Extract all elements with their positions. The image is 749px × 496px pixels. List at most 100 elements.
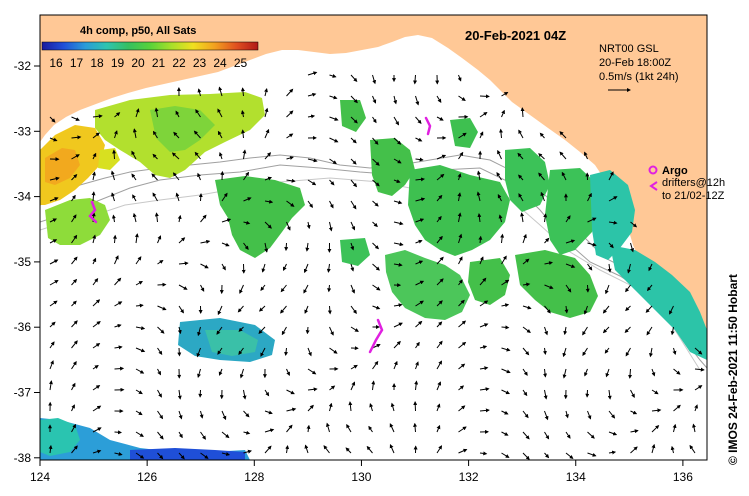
velocity-arrow xyxy=(178,237,186,244)
velocity-arrow xyxy=(350,284,355,294)
velocity-arrow xyxy=(562,368,567,379)
velocity-arrow xyxy=(135,452,145,459)
velocity-arrow xyxy=(242,389,247,400)
velocity-arrow xyxy=(587,452,597,457)
velocity-arrow xyxy=(436,116,444,121)
velocity-arrow xyxy=(651,368,656,377)
velocity-arrow xyxy=(286,88,294,97)
velocity-arrow xyxy=(112,149,117,160)
velocity-arrow xyxy=(497,194,502,202)
velocity-arrow xyxy=(457,173,462,181)
velocity-arrow xyxy=(625,347,631,357)
velocity-arrow xyxy=(218,151,223,160)
velocity-arrow xyxy=(49,300,58,307)
velocity-arrow xyxy=(135,410,143,416)
velocity-arrow xyxy=(264,107,269,118)
velocity-arrow xyxy=(587,431,595,439)
velocity-arrow xyxy=(110,170,115,181)
velocity-arrow xyxy=(415,177,425,182)
velocity-arrow xyxy=(651,425,660,433)
velocity-arrow xyxy=(49,280,59,286)
velocity-arrow xyxy=(393,137,402,145)
y-tick-label: -33 xyxy=(14,124,32,138)
velocity-arrow xyxy=(544,237,550,244)
velocity-arrow xyxy=(307,114,316,119)
velocity-arrow xyxy=(114,112,121,118)
velocity-arrow xyxy=(413,422,418,433)
velocity-arrow xyxy=(630,410,638,415)
velocity-arrow xyxy=(175,110,180,118)
colorbar-tick-label: 19 xyxy=(111,56,125,70)
velocity-arrow xyxy=(372,221,378,228)
velocity-arrow xyxy=(393,158,402,164)
velocity-arrow xyxy=(323,445,330,454)
velocity-arrow xyxy=(544,305,551,314)
velocity-arrow xyxy=(350,305,357,315)
velocity-arrow xyxy=(436,403,441,412)
velocity-arrow xyxy=(221,242,230,247)
velocity-arrow xyxy=(197,172,201,181)
velocity-arrow xyxy=(372,242,380,250)
velocity-arrow xyxy=(415,239,423,244)
velocity-arrow xyxy=(49,197,59,202)
velocity-arrow xyxy=(157,347,163,356)
velocity-arrow xyxy=(368,425,373,433)
velocity-arrow xyxy=(501,303,510,308)
velocity-arrow xyxy=(630,389,635,398)
velocity-arrow xyxy=(173,131,180,139)
argo-marker-icon xyxy=(648,165,658,175)
velocity-arrow xyxy=(518,193,524,202)
velocity-arrow xyxy=(92,299,101,307)
velocity-arrow xyxy=(135,303,144,308)
velocity-arrow xyxy=(520,212,525,223)
velocity-arrow xyxy=(71,154,80,160)
velocity-arrow xyxy=(329,95,338,100)
velocity-arrow xyxy=(197,368,201,378)
velocity-arrow xyxy=(157,452,164,460)
velocity-arrow xyxy=(436,95,442,103)
velocity-arrow xyxy=(307,71,318,76)
velocity-arrow xyxy=(670,326,675,336)
velocity-arrow xyxy=(286,110,294,118)
drifter-track-1 xyxy=(88,200,98,224)
velocity-arrow xyxy=(157,389,162,398)
x-tick-label: 126 xyxy=(137,470,157,484)
velocity-arrow xyxy=(135,281,143,286)
velocity-arrow xyxy=(565,239,576,244)
velocity-arrow xyxy=(221,263,226,271)
velocity-arrow xyxy=(239,284,244,294)
velocity-arrow xyxy=(178,305,184,314)
velocity-arrow xyxy=(286,407,297,412)
velocity-arrow xyxy=(92,114,103,119)
velocity-arrow xyxy=(415,361,419,370)
velocity-arrow xyxy=(393,322,403,328)
current-legend-time: 20-Feb 18:00Z xyxy=(599,57,671,69)
velocity-arrow xyxy=(393,179,401,183)
velocity-arrow xyxy=(479,300,489,307)
velocity-arrow xyxy=(669,305,674,315)
velocity-arrow xyxy=(393,303,403,308)
velocity-arrow xyxy=(71,320,78,328)
velocity-arrow xyxy=(501,325,510,330)
velocity-arrow xyxy=(372,305,381,310)
velocity-arrow xyxy=(630,429,639,434)
velocity-arrow xyxy=(582,347,588,357)
velocity-arrow xyxy=(458,341,467,349)
velocity-arrow xyxy=(114,451,123,456)
current-legend-scale: 0.5m/s (1kt 24h) xyxy=(599,71,678,83)
velocity-arrow xyxy=(500,233,505,244)
y-tick-label: -34 xyxy=(14,190,32,204)
velocity-arrow xyxy=(92,277,99,286)
velocity-arrow xyxy=(369,403,374,412)
velocity-arrow xyxy=(479,277,487,286)
velocity-arrow xyxy=(522,410,529,419)
velocity-arrow xyxy=(217,130,223,139)
velocity-arrow xyxy=(258,326,266,335)
velocity-arrow xyxy=(630,242,634,253)
velocity-arrow xyxy=(92,343,101,349)
velocity-arrow xyxy=(522,305,532,310)
velocity-arrow xyxy=(258,305,266,312)
velocity-arrow xyxy=(194,151,201,160)
velocity-arrow xyxy=(329,385,336,391)
velocity-arrow xyxy=(154,107,159,118)
